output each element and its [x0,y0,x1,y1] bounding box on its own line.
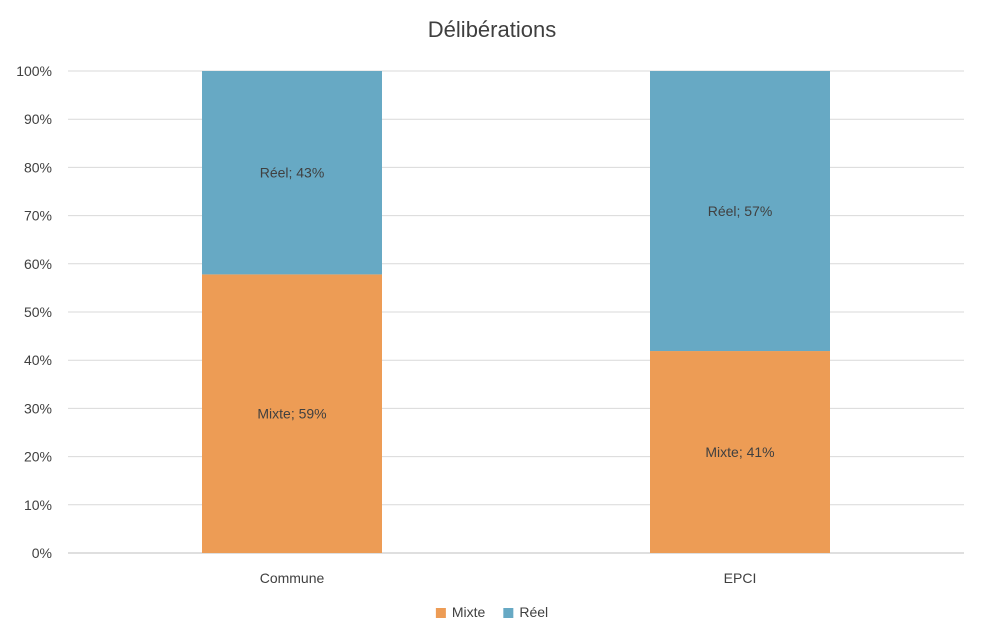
data-label: Mixte; 41% [705,444,774,460]
x-tick-label: Commune [260,570,325,586]
y-tick-label: 80% [24,159,52,175]
y-tick-label: 50% [24,304,52,320]
y-tick-label: 60% [24,256,52,272]
y-tick-label: 0% [32,545,52,561]
legend-label: Mixte [452,604,486,620]
bar-segment-r-el-commune [202,71,382,275]
x-tick-label: EPCI [724,570,757,586]
legend-swatch-mixte [435,608,446,618]
data-label: Réel; 57% [708,203,773,219]
y-tick-label: 100% [16,63,52,79]
legend-label: Réel [519,604,548,620]
y-tick-label: 20% [24,449,52,465]
y-tick-label: 70% [24,208,52,224]
y-tick-label: 10% [24,497,52,513]
x-axis-tick-labels: Commune EPCI [260,570,757,586]
data-label: Mixte; 59% [257,406,326,422]
bar-segment-r-el-epci [650,71,830,352]
bar-segment-mixte-commune [202,274,382,553]
legend-swatch-r-el [503,608,514,618]
bars: Mixte; 59% Réel; 43% Mixte; 41% Réel; 57% [202,71,830,553]
y-axis-tick-labels: 0% 10% 20% 30% 40% 50% 60% 70% 80% 90% 100% [16,63,52,561]
y-tick-label: 30% [24,400,52,416]
y-tick-label: 40% [24,352,52,368]
legend: Mixte Réel [435,604,548,620]
y-tick-label: 90% [24,111,52,127]
data-label: Réel; 43% [260,165,325,181]
chart-title: Délibérations [428,17,556,42]
bar-segment-mixte-epci [650,351,830,553]
